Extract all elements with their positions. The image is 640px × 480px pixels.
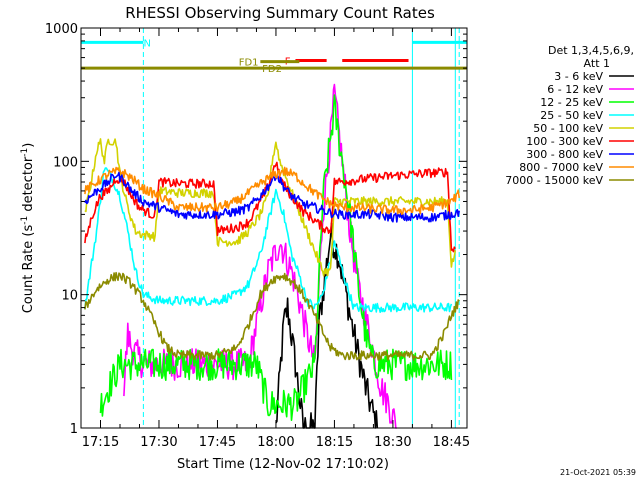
x-tick-label-1830: 18:30	[374, 435, 411, 450]
y-tick-label-1: 1	[70, 422, 78, 437]
series-line-7	[84, 166, 460, 215]
y-axis-label: Count Rate (s-1 detector-1)	[20, 143, 36, 314]
x-tick-label-1730: 17:30	[140, 435, 177, 450]
flag-fd1-label: FD1	[239, 58, 259, 69]
legend-entry-label-4: 50 - 100 keV	[533, 122, 603, 135]
legend-entry-label-8: 7000 - 15000 keV	[505, 174, 603, 187]
y-tick-label-100: 100	[53, 155, 78, 170]
x-tick-label-1745: 17:45	[199, 435, 236, 450]
chart-title: RHESSI Observing Summary Count Rates	[125, 4, 435, 22]
legend-entry-label-6: 300 - 800 keV	[526, 148, 603, 161]
series-line-2	[99, 94, 453, 421]
legend-entry-label-0: 3 - 6 keV	[554, 70, 603, 83]
y-tick-label-10: 10	[61, 289, 78, 304]
legend-entry-label-3: 25 - 50 keV	[540, 109, 603, 122]
legend-entry-label-7: 800 - 7000 keV	[519, 161, 603, 174]
legend-header-line-1: Det 1,3,4,5,6,9,	[548, 44, 634, 57]
plot-frame	[80, 27, 468, 429]
flag-fd2-label: FD2	[262, 64, 282, 75]
flag-n-label: N	[144, 38, 151, 49]
timestamp: 21-Oct-2021 05:39	[560, 468, 636, 477]
legend-entry-label-2: 12 - 25 keV	[540, 96, 603, 109]
legend-header-line-2: Att 1	[584, 57, 610, 70]
series-line-6	[84, 171, 460, 223]
y-axis: 1 10 100 1000	[45, 22, 467, 437]
plot-area: NFFD1FD2	[80, 28, 467, 429]
series-line-8	[84, 271, 460, 361]
series-line-5	[84, 161, 456, 253]
x-tick-label-1715: 17:15	[82, 435, 119, 450]
x-axis: 17:15 17:30 17:45 18:00 18:15 18:30 18:45	[80, 28, 470, 450]
series-line-0	[275, 222, 379, 429]
series-line-3	[84, 167, 453, 313]
x-tick-label-1800: 18:00	[257, 435, 294, 450]
legend-entry-label-1: 6 - 12 keV	[547, 83, 603, 96]
x-axis-label: Start Time (12-Nov-02 17:10:02)	[177, 457, 389, 472]
x-tick-label-1845: 18:45	[433, 435, 470, 450]
y-tick-label-1000: 1000	[45, 22, 78, 37]
x-tick-label-1815: 18:15	[316, 435, 353, 450]
legend-entry-label-5: 100 - 300 keV	[526, 135, 603, 148]
